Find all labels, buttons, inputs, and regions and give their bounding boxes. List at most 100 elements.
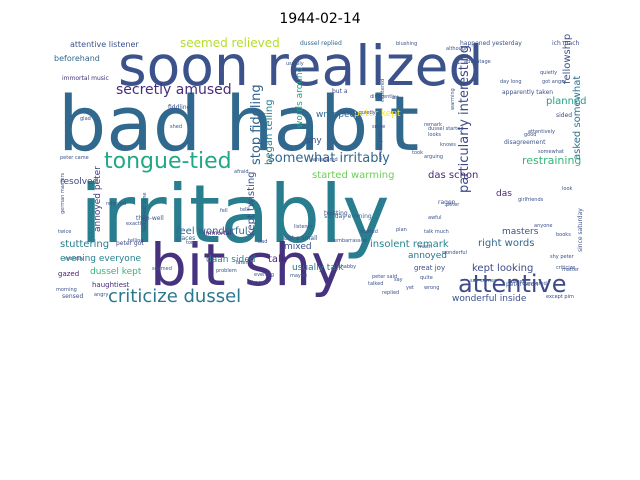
cloud-word: girlfriends bbox=[518, 197, 544, 203]
cloud-word: attentive bbox=[458, 270, 567, 298]
cloud-word: das bbox=[496, 189, 512, 199]
cloud-word: immortal music bbox=[62, 75, 109, 82]
cloud-word: day long bbox=[500, 79, 522, 85]
cloud-word: beforehand bbox=[54, 54, 100, 63]
cloud-word: peter soon bbox=[506, 281, 538, 288]
cloud-word: secretly bbox=[64, 256, 84, 262]
cloud-word: wrong bbox=[424, 285, 439, 291]
cloud-word: attentive listener bbox=[70, 40, 139, 49]
cloud-word: twisting bbox=[324, 210, 348, 217]
cloud-word: anyone bbox=[534, 223, 553, 229]
cloud-word: sided bbox=[556, 112, 572, 119]
cloud-word: bad bbox=[258, 239, 267, 245]
cloud-word: somewhat bbox=[538, 149, 564, 155]
cloud-word: immortal bbox=[204, 230, 232, 237]
cloud-word: then-well bbox=[136, 215, 164, 222]
cloud-word: seemed relieved bbox=[180, 36, 280, 50]
cloud-word: usually bbox=[286, 61, 304, 67]
cloud-word: art bbox=[392, 95, 399, 101]
cloud-word: quite bbox=[420, 275, 433, 281]
cloud-word: shed bbox=[170, 124, 182, 130]
cloud-word: morning bbox=[56, 287, 77, 293]
cloud-word: shabby bbox=[338, 264, 356, 270]
cloud-word: talking quietly bbox=[340, 110, 376, 116]
cloud-word: blushing bbox=[396, 41, 417, 47]
cloud-word: shy peter bbox=[550, 254, 575, 260]
cloud-word: mach bbox=[418, 244, 432, 250]
cloud-word: daan sided bbox=[206, 255, 255, 265]
cloud-word: but a bbox=[332, 88, 348, 95]
cloud-word: wrapped bbox=[316, 110, 355, 120]
cloud-word: apparently taken bbox=[502, 89, 553, 96]
cloud-word: listener bbox=[294, 224, 314, 230]
cloud-word: matter bbox=[562, 267, 580, 273]
cloud-word: kept twisting bbox=[246, 171, 257, 236]
cloud-word: somewhat irritably bbox=[268, 151, 390, 166]
cloud-word: talk bbox=[268, 254, 287, 265]
cloud-word: glad bbox=[80, 116, 91, 122]
cloud-word: took bbox=[412, 150, 423, 156]
cloud-word: insolent remark bbox=[370, 239, 449, 250]
cloud-word: gazed bbox=[58, 270, 79, 278]
cloud-word: got angry bbox=[542, 79, 566, 85]
cloud-word: feel wonderful bbox=[176, 226, 248, 237]
cloud-word: talk much bbox=[424, 229, 449, 235]
cloud-word: plan bbox=[396, 227, 407, 233]
cloud-word: quietly bbox=[540, 70, 557, 76]
cloud-word: mixed bbox=[284, 242, 312, 252]
cloud-word: replied bbox=[382, 290, 399, 296]
cloud-word: peter got bbox=[116, 240, 144, 247]
cloud-word: books bbox=[556, 232, 571, 238]
cloud-word: tell bbox=[240, 207, 248, 213]
cloud-word: masters bbox=[502, 227, 539, 237]
cloud-word: irritably bbox=[80, 168, 390, 261]
cloud-word: later bbox=[236, 260, 248, 266]
cloud-word: bad habit bbox=[58, 79, 419, 168]
cloud-word: annoyed peter bbox=[93, 166, 103, 232]
cloud-word: warming bbox=[450, 88, 456, 110]
cloud-word: relieved bbox=[106, 201, 126, 207]
cloud-word: clustered bbox=[380, 79, 386, 102]
cloud-word: remark bbox=[424, 122, 442, 128]
cloud-word: dussel started bbox=[428, 126, 464, 132]
cloud-word: afraid bbox=[234, 169, 249, 175]
cloud-word: dussel kept bbox=[90, 267, 142, 277]
cloud-word: sensed bbox=[62, 293, 83, 300]
cloud-word: started warming bbox=[312, 170, 394, 181]
cloud-word: wandered bbox=[522, 281, 547, 287]
cloud-word: but a small bbox=[284, 235, 318, 242]
cloud-word: secretly amused bbox=[116, 82, 232, 98]
cloud-word: great joy bbox=[414, 264, 445, 272]
cloud-word: differently bbox=[370, 94, 396, 100]
cloud-word: criticize bbox=[556, 265, 575, 271]
cloud-word: smile bbox=[372, 124, 385, 130]
cloud-word: evening everyone bbox=[60, 254, 142, 264]
cloud-word: right words bbox=[478, 238, 534, 249]
cloud-word: haughtiest tone bbox=[142, 192, 148, 232]
cloud-word: remark peter bbox=[378, 128, 384, 162]
cloud-word: planned bbox=[546, 96, 586, 107]
cloud-word: twice bbox=[58, 229, 71, 235]
cloud-word: say bbox=[394, 277, 403, 283]
cloud-word: since saturday bbox=[577, 208, 584, 252]
cloud-word: stuttering bbox=[60, 239, 109, 250]
cloud-word: soon realized bbox=[118, 34, 483, 98]
cloud-word: kept looking bbox=[472, 263, 533, 274]
cloud-word: german masters bbox=[60, 172, 66, 214]
cloud-word: annoyed bbox=[408, 251, 447, 261]
cloud-word: problem bbox=[216, 268, 237, 274]
cloud-word: knows bbox=[440, 142, 456, 148]
cloud-word: exactly bbox=[126, 221, 144, 227]
cloud-word: bit shy bbox=[150, 231, 345, 299]
cloud-word: peter kept bbox=[354, 109, 401, 119]
cloud-word: wonderful bbox=[442, 250, 467, 256]
cloud-word: ich mach bbox=[552, 40, 579, 47]
cloud-word: disagreement bbox=[504, 139, 546, 146]
cloud-word: angry bbox=[94, 292, 108, 298]
cloud-word: say comes bbox=[470, 278, 497, 284]
cloud-word: known bbox=[252, 280, 268, 286]
cloud-word: whispered bbox=[312, 157, 338, 163]
cloud-word: awful bbox=[428, 215, 441, 221]
cloud-word: asked somewhat bbox=[572, 76, 583, 160]
